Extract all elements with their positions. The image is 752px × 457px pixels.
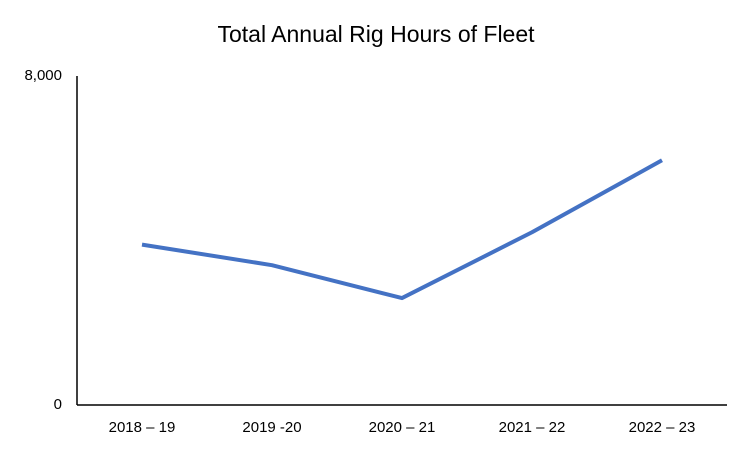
x-tick-label: 2021 – 22 [499, 419, 566, 436]
x-tick-label: 2019 -20 [242, 419, 301, 436]
x-tick-label: 2018 – 19 [109, 419, 176, 436]
chart-title: Total Annual Rig Hours of Fleet [217, 21, 535, 47]
x-tick-label: 2022 – 23 [629, 419, 696, 436]
x-tick-label: 2020 – 21 [369, 419, 436, 436]
data-line [141, 158, 663, 301]
y-tick-label: 0 [54, 396, 62, 413]
y-tick-label: 8,000 [24, 67, 62, 84]
